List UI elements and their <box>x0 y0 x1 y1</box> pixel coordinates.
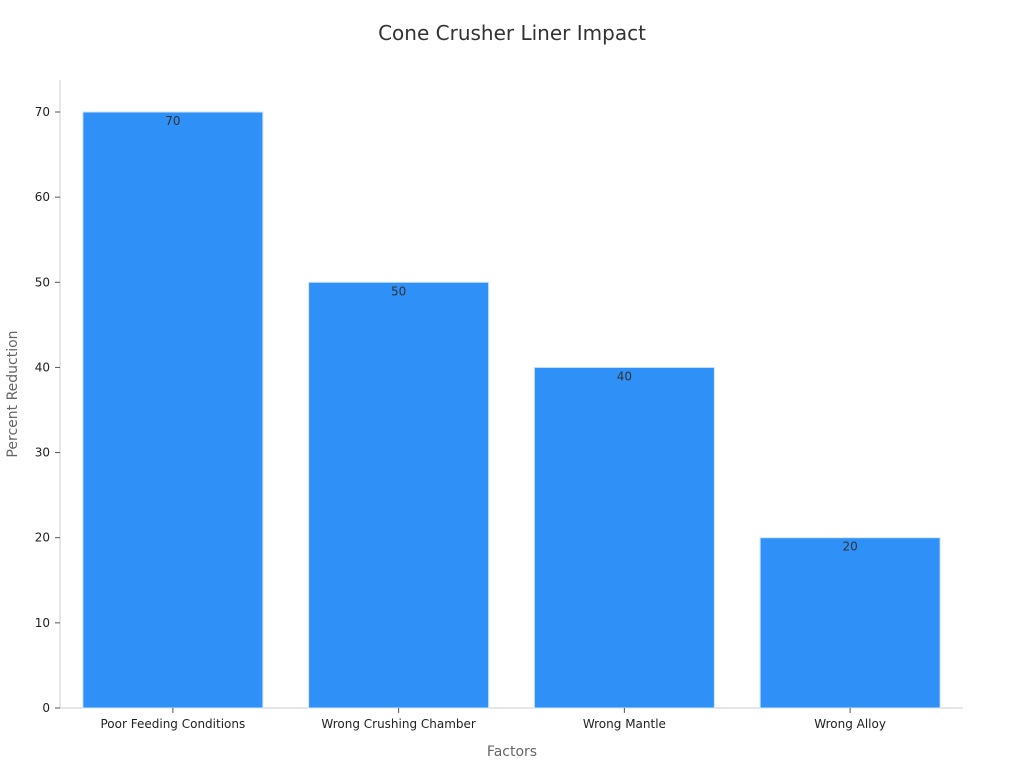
bar <box>533 366 715 709</box>
x-axis-title: Factors <box>487 744 537 760</box>
x-tick-label: Poor Feeding Conditions <box>100 717 245 731</box>
y-tick-label: 50 <box>35 275 50 289</box>
y-axis-title: Percent Reduction <box>5 330 21 457</box>
bar-value-label: 40 <box>617 369 632 383</box>
y-tick-label: 30 <box>35 446 50 460</box>
x-tick-label: Wrong Crushing Chamber <box>321 717 476 731</box>
y-tick-label: 10 <box>35 616 50 630</box>
x-tick-label: Wrong Mantle <box>583 717 666 731</box>
y-tick-label: 70 <box>35 105 50 119</box>
y-tick-label: 20 <box>35 531 50 545</box>
chart-title: Cone Crusher Liner Impact <box>378 21 646 45</box>
bar <box>759 537 941 709</box>
y-tick-label: 0 <box>42 701 50 715</box>
plot-area: 0 10 20 30 40 50 60 70 70 Poor Feeding Conditions… <box>35 80 963 731</box>
x-tick-label: Wrong Alloy <box>814 717 886 731</box>
bar-value-label: 20 <box>842 540 857 554</box>
bar <box>308 281 490 709</box>
bar-value-label: 50 <box>391 284 406 298</box>
bar-value-label: 70 <box>165 114 180 128</box>
bar <box>82 111 264 709</box>
y-tick-label: 40 <box>35 360 50 374</box>
y-tick-label: 60 <box>35 190 50 204</box>
